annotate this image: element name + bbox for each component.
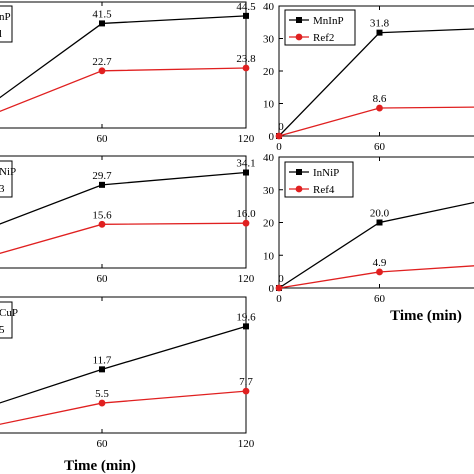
x-tick-label: 0 — [276, 293, 282, 305]
legend-box — [284, 161, 354, 198]
series-point-circle — [242, 387, 250, 395]
plot-frame — [0, 296, 247, 434]
x-tick-label: 60 — [374, 293, 386, 305]
legend-box — [0, 160, 13, 198]
x-axis-title: Time (min) — [64, 458, 136, 474]
series-point-circle — [242, 219, 250, 227]
y-tick-label: 30 — [263, 185, 275, 197]
legend: MnInP Ref2 — [284, 9, 356, 46]
plot-frame — [0, 155, 247, 269]
data-label: 5.5 — [95, 388, 109, 400]
series-point-circle — [98, 67, 106, 75]
y-tick-label: 20 — [263, 66, 275, 78]
y-tick-label: 0 — [269, 131, 275, 143]
plot-frame — [0, 1, 247, 129]
series-point-circle — [98, 399, 106, 407]
series-point-circle — [242, 64, 250, 72]
x-tick-label: 60 — [97, 133, 109, 145]
legend-label: …5 — [0, 324, 5, 336]
legend-marker-square — [296, 17, 302, 23]
series-point-circle — [98, 220, 106, 228]
series-point-circle — [275, 284, 283, 292]
series-point-square — [99, 20, 105, 27]
series-line-2 — [278, 106, 474, 137]
data-label: 23.8 — [236, 53, 256, 65]
data-label: 20.0 — [370, 208, 390, 220]
x-tick-label: 120 — [238, 438, 255, 450]
series-line-2 — [0, 67, 247, 113]
y-tick-label: 10 — [263, 99, 275, 111]
y-tick-label: 0 — [269, 283, 275, 295]
data-label: 15.6 — [92, 209, 112, 221]
x-tick-label: 60 — [374, 141, 386, 153]
series-point-square — [376, 29, 383, 36]
legend-label: …CuP — [0, 307, 18, 319]
legend-label: …3 — [0, 183, 5, 195]
data-label: 34.1 — [236, 158, 255, 170]
y-tick-label: 40 — [263, 152, 275, 164]
legend: …NiP …3 — [0, 160, 16, 198]
chart-panel-1: 60 120 41.5 44.5 22.7 23.8 …nP …l — [0, 1, 256, 145]
series-line-1 — [0, 15, 247, 99]
data-label: 41.5 — [92, 8, 112, 20]
series-line-2 — [0, 222, 247, 254]
x-tick-label: 120 — [238, 133, 255, 145]
data-label: 11.7 — [93, 354, 112, 366]
data-label: 0 — [278, 273, 284, 285]
series-line-1 — [0, 171, 247, 225]
y-tick-label: 10 — [263, 250, 275, 262]
data-label: 16.0 — [236, 208, 256, 220]
series-point-square — [99, 181, 105, 188]
series-point-square — [243, 12, 249, 19]
legend-label: …l — [0, 28, 2, 40]
y-tick-label: 20 — [263, 218, 275, 230]
data-label: 22.7 — [92, 56, 112, 68]
legend-box — [0, 301, 13, 339]
legend: InNiP Ref4 — [284, 161, 354, 198]
series-point-square — [243, 323, 249, 330]
legend-label: MnInP — [313, 15, 344, 27]
legend-marker-square — [296, 169, 302, 175]
series-line-2 — [0, 390, 247, 425]
legend-label: Ref2 — [313, 32, 334, 44]
data-label: 44.5 — [236, 1, 256, 13]
x-tick-label: 60 — [97, 438, 109, 450]
series-point-circle — [376, 104, 383, 112]
series-point-circle — [275, 132, 283, 140]
data-label: 31.8 — [370, 18, 390, 30]
legend-label: InNiP — [313, 167, 339, 179]
chart-panel-3: 60 120 29.7 34.1 15.6 16.0 …NiP …3 — [0, 155, 256, 285]
legend-label: …nP — [0, 11, 11, 23]
data-label: 19.6 — [236, 311, 256, 323]
x-tick-label: 0 — [276, 141, 282, 153]
data-label: 8.6 — [373, 93, 387, 105]
y-tick-label: 40 — [263, 1, 275, 13]
legend-label: …NiP — [0, 166, 16, 178]
series-point-square — [99, 366, 105, 373]
series-line-1 — [0, 325, 247, 404]
legend-label: Ref4 — [313, 184, 335, 196]
x-axis-title: Time (min) — [390, 308, 462, 324]
legend-marker-circle — [295, 33, 303, 41]
legend: …CuP …5 — [0, 301, 18, 339]
x-tick-label: 120 — [238, 273, 255, 285]
x-tick-label: 60 — [97, 273, 109, 285]
series-point-square — [243, 169, 249, 176]
data-label: 29.7 — [92, 170, 112, 182]
legend-marker-circle — [295, 185, 303, 193]
series-point-square — [376, 219, 383, 226]
chart-panel-5: 60 120 11.7 19.6 5.5 7.7 …CuP …5 Time (min) — [0, 296, 256, 474]
data-label: 4.9 — [373, 257, 387, 269]
legend-box — [0, 5, 13, 43]
data-label: 0 — [278, 121, 284, 133]
legend: …nP …l — [0, 5, 13, 43]
y-tick-label: 30 — [263, 34, 275, 46]
series-point-circle — [376, 268, 383, 276]
data-label: 7.7 — [239, 376, 253, 388]
